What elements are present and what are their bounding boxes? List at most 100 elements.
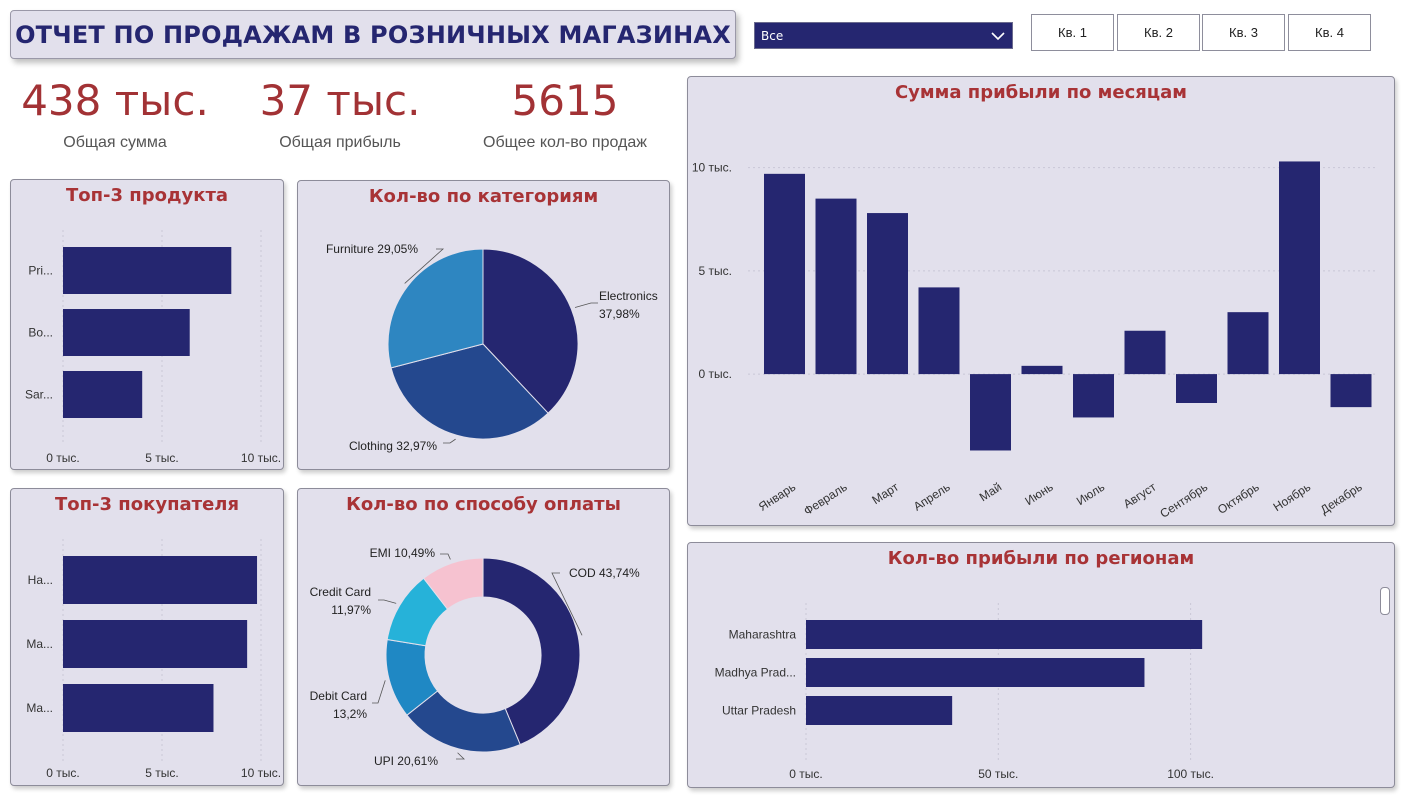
categories-slice — [482, 248, 579, 414]
categories-title: Кол-во по категориям — [368, 186, 599, 207]
regions-bar — [806, 658, 1145, 687]
top-products-bar — [63, 371, 143, 418]
monthly-category-label: Сентябрь — [1157, 480, 1210, 521]
payment-leader-line — [551, 572, 583, 636]
regions-tick-label: 0 тыс. — [789, 767, 822, 781]
top-products-tick-label: 5 тыс. — [145, 451, 178, 465]
payment-leader-line — [440, 553, 451, 560]
payment-slice — [482, 557, 581, 746]
categories-slice-label-line: Furniture 29,05% — [326, 242, 418, 256]
payment-slice-label-line: UPI 20,61% — [374, 754, 438, 768]
payment-slice — [422, 557, 484, 610]
payment-slice-label: UPI 20,61% — [374, 754, 438, 768]
monthly-profit-chart: 0 тыс. 5 тыс. 10 тыс. Январь Февраль Март Апре… — [692, 161, 1378, 521]
categories-slice-label: Clothing 32,97% — [349, 439, 437, 453]
categories-slice-label: Furniture 29,05% — [326, 242, 418, 256]
monthly-bar — [1279, 161, 1320, 375]
regions-tick-label: 100 тыс. — [1167, 767, 1214, 781]
top-customers-tick-label: 5 тыс. — [145, 766, 178, 780]
top-customers-title: Топ-3 покупателя — [54, 494, 240, 515]
payment-slice-label-line: 11,97% — [331, 603, 371, 617]
top-products-tick-label: 10 тыс. — [241, 451, 281, 465]
top-customers-bar — [63, 620, 248, 668]
monthly-bar — [1330, 374, 1372, 408]
monthly-category-label: Январь — [756, 480, 798, 514]
monthly-category-label: Май — [977, 480, 1004, 505]
quarter-button-4[interactable]: Кв. 4 — [1288, 14, 1371, 51]
monthly-bar — [1021, 365, 1063, 375]
payment-slice-label: Debit Card 13,2% — [310, 689, 368, 721]
categories-slice — [387, 248, 484, 369]
monthly-bar — [764, 173, 805, 375]
kpi-total-profit-value: 37 тыс. — [259, 76, 421, 125]
regions-scrollbar[interactable] — [1380, 587, 1390, 615]
top-customers-tick-label: 0 тыс. — [46, 766, 79, 780]
payment-slice-label-line: Credit Card — [310, 585, 371, 599]
top-customers-tick-label: 10 тыс. — [241, 766, 281, 780]
regions-category-label: Maharashtra — [729, 628, 797, 642]
top-customers-category-label: Ma... — [26, 637, 53, 651]
monthly-bar — [970, 374, 1011, 451]
kpi-total-profit-label: Общая прибыль — [279, 134, 401, 151]
monthly-bar — [918, 287, 960, 375]
regions-chart: 0 тыс. 50 тыс. 100 тыс. Maharashtra Madhya P… — [715, 603, 1214, 781]
top-products-bar — [63, 247, 232, 294]
monthly-category-label: Апрель — [911, 480, 953, 514]
monthly-category-label: Март — [869, 480, 901, 508]
regions-card: Кол-во прибыли по регионам 0 тыс. 50 тыс.… — [687, 542, 1395, 788]
categories-slice-label-line: Electronics — [599, 289, 658, 303]
monthly-bar — [1227, 312, 1269, 375]
top-products-tick-label: 0 тыс. — [46, 451, 79, 465]
kpi-total-sum-label: Общая сумма — [63, 134, 167, 151]
top-customers-category-label: Ha... — [28, 573, 53, 587]
report-title: ОТЧЕТ ПО ПРОДАЖАМ В РОЗНИЧНЫХ МАГАЗИНАХ — [15, 20, 731, 49]
filter-dropdown-value: Все — [761, 28, 784, 43]
top-products-card: Топ-3 продукта 0 тыс. 5 тыс. 10 тыс. Pri...… — [10, 179, 284, 470]
payment-methods-card: Кол-во по способу оплаты COD 43,74% UPI 2… — [297, 488, 670, 786]
chevron-down-icon — [991, 32, 1005, 41]
regions-tick-label: 50 тыс. — [978, 767, 1018, 781]
top-products-category-label: Sar... — [25, 388, 53, 402]
monthly-bar — [815, 198, 857, 375]
payment-slice-label: EMI 10,49% — [370, 546, 436, 560]
monthly-tick-label: 5 тыс. — [699, 264, 732, 278]
monthly-category-label: Февраль — [801, 480, 850, 518]
regions-category-label: Madhya Prad... — [715, 666, 796, 680]
payment-slice-label-line: COD 43,74% — [569, 566, 640, 580]
report-title-box: ОТЧЕТ ПО ПРОДАЖАМ В РОЗНИЧНЫХ МАГАЗИНАХ — [10, 10, 736, 59]
categories-leader-line — [574, 302, 598, 308]
payment-methods-chart: COD 43,74% UPI 20,61% Debit Card 13,2% Credi… — [310, 546, 640, 768]
payment-slice-label: COD 43,74% — [569, 566, 640, 580]
filter-dropdown[interactable]: Все — [754, 22, 1013, 49]
top-products-title: Топ-3 продукта — [65, 185, 229, 206]
categories-leader-line — [404, 248, 445, 284]
regions-title: Кол-во прибыли по регионам — [887, 548, 1195, 569]
quarter-button-3[interactable]: Кв. 3 — [1202, 14, 1285, 51]
top-products-bar — [63, 309, 190, 356]
quarter-button-1[interactable]: Кв. 1 — [1031, 14, 1114, 51]
monthly-tick-label: 0 тыс. — [699, 367, 732, 381]
payment-slice-label: Credit Card 11,97% — [310, 585, 372, 617]
monthly-category-label: Декабрь — [1318, 480, 1365, 517]
monthly-bar — [867, 213, 908, 375]
top-products-category-label: Bo... — [28, 326, 53, 340]
payment-leader-line — [456, 752, 465, 760]
monthly-profit-card: Сумма прибыли по месяцам 0 тыс. 5 тыс. 10 … — [687, 76, 1395, 526]
quarter-button-2[interactable]: Кв. 2 — [1117, 14, 1200, 51]
categories-slice — [390, 343, 549, 440]
kpi-total-sum-value: 438 тыс. — [21, 76, 209, 125]
payment-methods-title: Кол-во по способу оплаты — [346, 494, 621, 515]
top-customers-category-label: Ma... — [26, 701, 53, 715]
kpi-sales-count-value: 5615 — [511, 76, 619, 125]
categories-slice-label-line: 37,98% — [599, 307, 640, 321]
monthly-category-label: Ноябрь — [1271, 480, 1314, 514]
top-products-category-label: Pri... — [28, 264, 53, 278]
payment-slice-label-line: Debit Card — [310, 689, 367, 703]
categories-card: Кол-во по категориям Electronics 37,98% Cl… — [297, 180, 670, 470]
regions-category-label: Uttar Pradesh — [722, 704, 796, 718]
top-customers-bar — [63, 684, 214, 732]
monthly-category-label: Июль — [1074, 480, 1107, 508]
monthly-category-label: Июнь — [1022, 480, 1055, 508]
kpi-sales-count-label: Общее кол-во продаж — [483, 134, 647, 151]
monthly-bar — [1124, 330, 1166, 375]
